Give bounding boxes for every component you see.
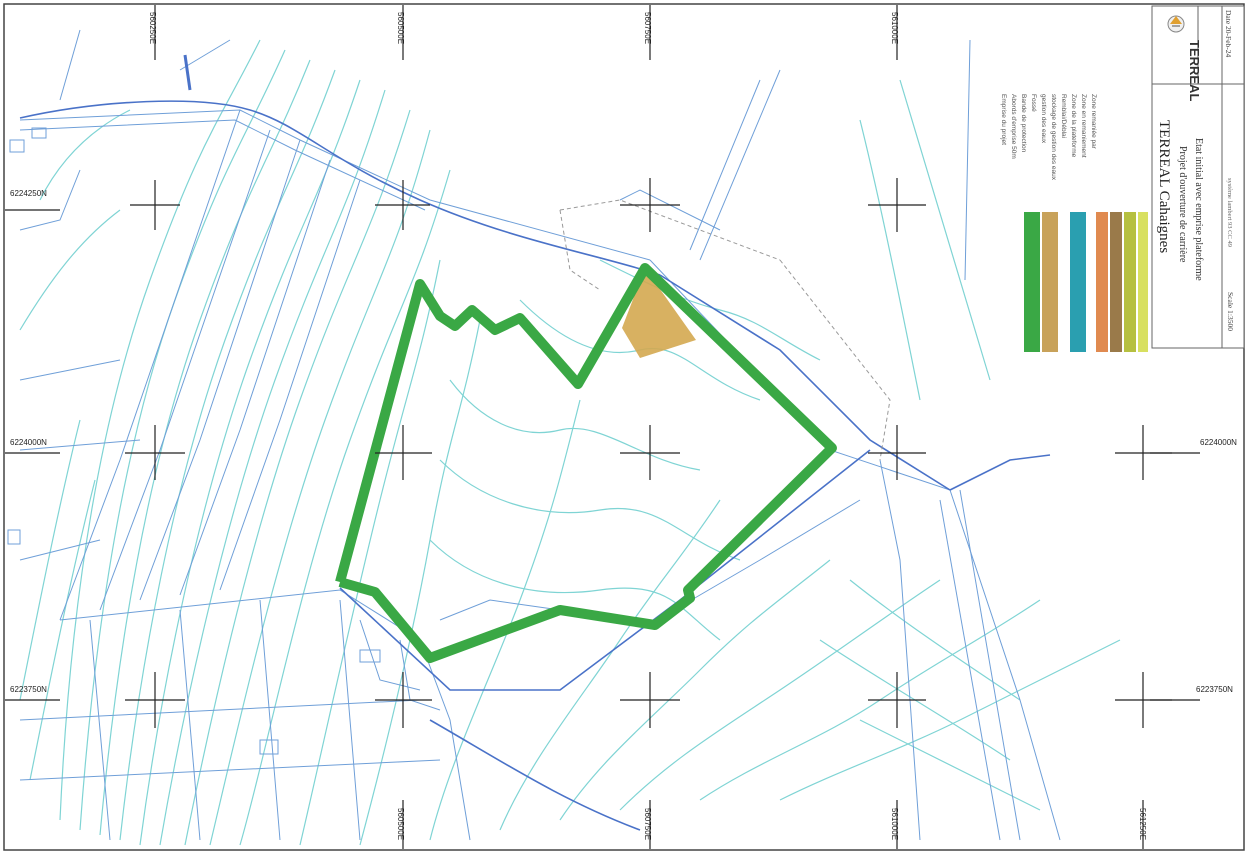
grid-label-bottom-5: 561250E xyxy=(1138,808,1147,840)
grid-label-top-2: 560500E xyxy=(396,12,405,44)
legend-label-6: stockage de gestion des eaux xyxy=(1050,94,1057,181)
dashed-lines xyxy=(559,199,891,461)
terreal-logo-icon xyxy=(1167,15,1185,33)
platform-zone xyxy=(622,268,696,358)
grid-label-top-1: 560250E xyxy=(148,12,157,44)
legend-label-7: Remblai/Déblai xyxy=(1060,94,1067,138)
logo-text: TERREAL xyxy=(1187,40,1202,101)
subtitle-1: Projet d'ouverture de carrière xyxy=(1177,146,1188,263)
grid-label-bottom-2: 560500E xyxy=(396,808,405,840)
grid-label-left-2: 6224000N xyxy=(10,438,47,447)
roads xyxy=(19,54,1051,831)
legend: Emprise du projet Abords d'emprise 50m B… xyxy=(1000,94,1148,352)
legend-label-10: Zone remaniée par xyxy=(1090,94,1097,150)
legend-label-1: Emprise du projet xyxy=(1000,94,1007,145)
date-label: Date 20-Feb-24 xyxy=(1224,10,1233,58)
grid-label-right-3: 6223750N xyxy=(1196,685,1233,694)
subtitle-2: Etat initial avec emprise plateforme xyxy=(1193,138,1204,281)
grid-label-bottom-4: 561000E xyxy=(890,808,899,840)
legend-label-5: gestion des eaux xyxy=(1040,94,1047,144)
title-block: TERREAL Date 20-Feb-24 TERREAL Cahaignes… xyxy=(1151,5,1245,349)
grid-label-bottom-3: 560750E xyxy=(643,808,652,840)
grid-label-left-3: 6223750N xyxy=(10,685,47,694)
legend-label-2: Abords d'emprise 50m xyxy=(1010,94,1017,159)
grid-crosses xyxy=(125,178,1172,728)
scale-label: Scale 1:3500 xyxy=(1226,292,1235,331)
legend-label-3: Bande de protection xyxy=(1020,94,1027,153)
contour-lines xyxy=(19,39,1121,846)
project-name: TERREAL Cahaignes xyxy=(1156,120,1172,253)
legend-swatches xyxy=(1024,212,1148,352)
edge-ticks xyxy=(5,5,1200,849)
legend-label-9: Zone en remaniement xyxy=(1080,94,1087,158)
grid-label-top-4: 561000E xyxy=(890,12,899,44)
projection-label: système lambert 93 CC 49 xyxy=(1226,178,1233,247)
buildings xyxy=(7,127,381,755)
legend-label-4: Fossé xyxy=(1030,94,1037,112)
grid-label-right-2: 6224000N xyxy=(1200,438,1237,447)
legend-label-8: Zone de la plateforme xyxy=(1070,94,1077,158)
grid-label-left-1: 6224250N xyxy=(10,189,47,198)
project-boundary xyxy=(335,263,837,663)
grid-label-top-3: 560750E xyxy=(643,12,652,44)
